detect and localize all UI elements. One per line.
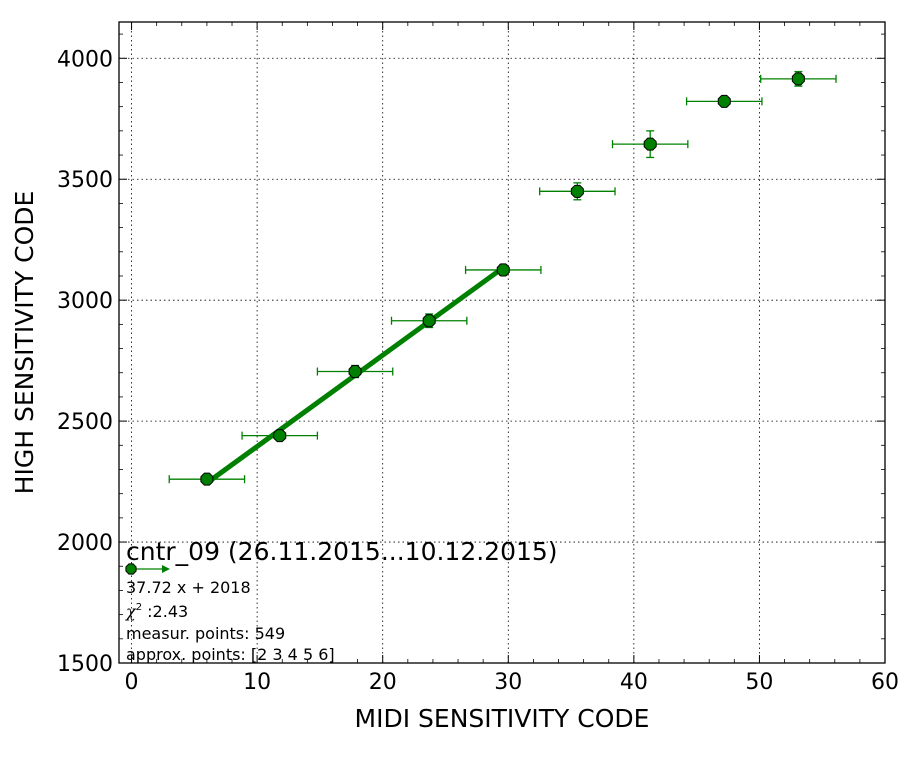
legend-measurement-points: measur. points: 549 <box>126 624 285 643</box>
grid <box>119 22 886 664</box>
data-point-marker <box>717 94 731 108</box>
data-point-marker <box>791 72 805 86</box>
y-axis-title: HIGH SENSITIVITY CODE <box>10 191 39 495</box>
y-tick-label: 1500 <box>57 652 113 677</box>
plot-frame <box>118 21 886 664</box>
legend-marker-icon <box>125 563 170 575</box>
x-tick-label: 30 <box>494 670 522 695</box>
legend-approx-points: approx. points: [2 3 4 5 6] <box>126 645 335 664</box>
chi-superscript: 2 <box>136 602 142 613</box>
data-point <box>168 472 246 486</box>
legend-fit-equation: 37.72 x + 2018 <box>126 578 251 597</box>
data-point-marker <box>348 365 362 379</box>
x-tick-label: 60 <box>871 670 899 695</box>
data-series <box>168 70 837 486</box>
data-point-marker <box>422 314 436 328</box>
ticks: 0 10 20 30 40 50 60 1500 2000 2500 3000 3500 4000 <box>57 22 899 695</box>
y-tick-label: 2000 <box>57 531 113 556</box>
x-tick-label: 40 <box>620 670 648 695</box>
chi-symbol: χ <box>125 602 137 621</box>
data-point-marker <box>200 472 214 486</box>
data-point <box>464 263 542 277</box>
y-tick-label: 4000 <box>57 47 113 72</box>
legend-chi-square: χ2 :2.43 <box>125 602 188 621</box>
legend-sample-marker <box>125 563 137 575</box>
x-axis-title: MIDI SENSITIVITY CODE <box>355 704 650 733</box>
data-point <box>611 130 689 159</box>
y-tick-label: 3500 <box>57 168 113 193</box>
legend-title: cntr_09 (26.11.2015...10.12.2015) <box>126 537 558 566</box>
data-point <box>241 429 319 443</box>
data-point <box>316 364 394 379</box>
data-point-marker <box>273 429 287 443</box>
chi-value: :2.43 <box>142 602 188 621</box>
data-point <box>760 70 837 87</box>
data-point-marker <box>496 263 510 277</box>
data-point <box>390 313 468 329</box>
y-tick-label: 2500 <box>57 410 113 435</box>
y-tick-label: 3000 <box>57 289 113 314</box>
x-tick-label: 0 <box>125 670 139 695</box>
data-point-marker <box>643 137 657 151</box>
legend: cntr_09 (26.11.2015...10.12.2015) 37.72 … <box>125 537 558 664</box>
data-point <box>685 94 763 108</box>
data-point-marker <box>570 184 584 198</box>
data-point <box>539 182 616 201</box>
minor-ticks <box>119 22 885 663</box>
x-tick-label: 10 <box>243 670 271 695</box>
x-tick-label: 20 <box>369 670 397 695</box>
x-tick-label: 50 <box>745 670 773 695</box>
legend-arrow-head <box>162 565 170 573</box>
